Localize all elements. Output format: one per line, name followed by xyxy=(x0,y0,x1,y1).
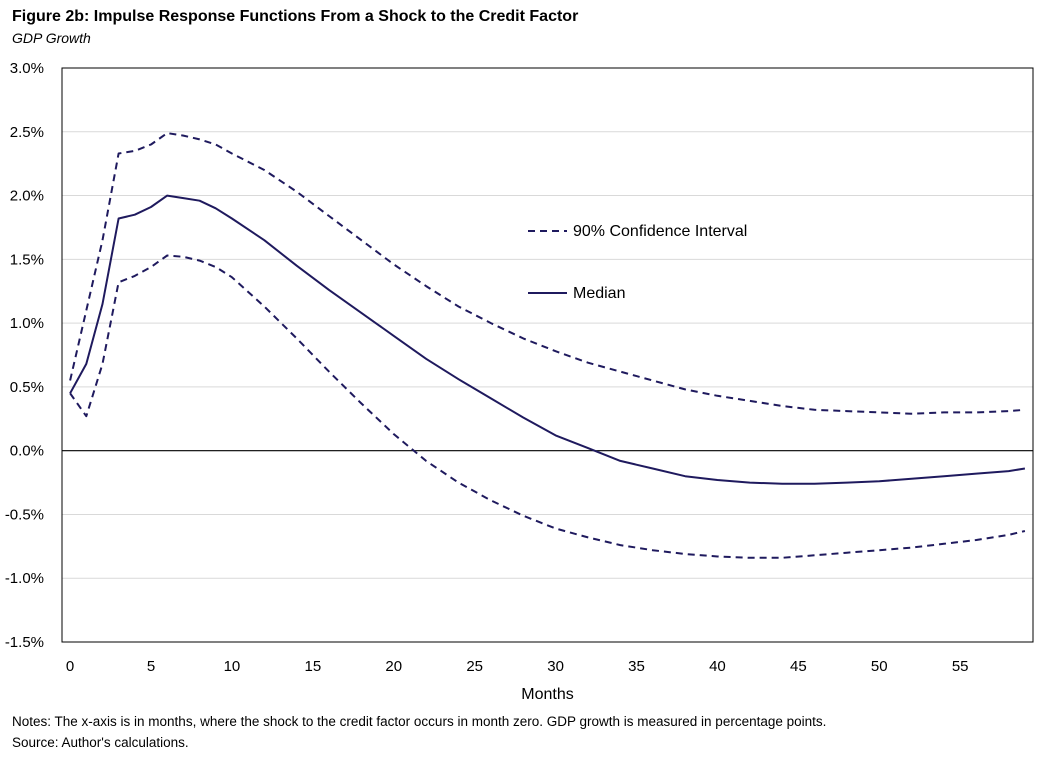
x-tick-label: 20 xyxy=(385,658,402,675)
x-tick-label: 25 xyxy=(466,658,483,675)
x-tick-label: 35 xyxy=(628,658,645,675)
y-tick-label: 2.5% xyxy=(10,124,44,141)
series-line-median xyxy=(69,194,1026,485)
chart-title: Figure 2b: Impulse Response Functions Fr… xyxy=(12,8,579,25)
chart-notes: Notes: The x-axis is in months, where th… xyxy=(12,711,826,753)
x-tick-label: 55 xyxy=(952,658,969,675)
y-tick-label: 3.0% xyxy=(10,60,44,77)
source-line: Source: Author's calculations. xyxy=(12,735,189,750)
x-axis-title: Months xyxy=(521,686,573,703)
chart-subtitle: GDP Growth xyxy=(12,30,91,46)
x-tick-label: 50 xyxy=(871,658,888,675)
x-tick-label: 40 xyxy=(709,658,726,675)
y-tick-label: 1.5% xyxy=(10,251,44,268)
y-tick-label: -0.5% xyxy=(5,506,44,523)
series-lines xyxy=(69,132,1026,559)
y-tick-label: 2.0% xyxy=(10,188,44,205)
y-tick-label: 1.0% xyxy=(10,315,44,332)
y-tick-label: 0.0% xyxy=(10,443,44,460)
series-line-confidence-interval xyxy=(69,132,1025,415)
y-tick-label: 0.5% xyxy=(10,379,44,396)
x-tick-label: 15 xyxy=(304,658,321,675)
impulse-response-chart: -1.5% -1.0% -0.5% 0.0% 0.5% 1.0% 1.5% 2.0% 2.5% 3… xyxy=(5,60,1034,703)
legend-label-median: Median xyxy=(573,285,625,302)
plot-frame xyxy=(61,67,1034,643)
x-tick-label: 45 xyxy=(790,658,807,675)
legend-label-confidence-interval: 90% Confidence Interval xyxy=(573,223,747,240)
x-tick-label: 5 xyxy=(147,658,155,675)
x-tick-label: 30 xyxy=(547,658,564,675)
series-line-confidence-interval xyxy=(69,254,1026,559)
gridlines xyxy=(62,67,1033,643)
legend: 90% Confidence Interval Median xyxy=(528,223,747,302)
x-tick-label: 0 xyxy=(66,658,74,675)
notes-line: Notes: The x-axis is in months, where th… xyxy=(12,714,827,729)
y-tick-label: -1.5% xyxy=(5,634,44,651)
y-tick-label: -1.0% xyxy=(5,570,44,587)
x-tick-label: 10 xyxy=(224,658,241,675)
x-axis-tick-labels: 0 5 10 15 20 25 30 35 40 45 50 55 xyxy=(66,658,969,675)
y-axis-tick-labels: -1.5% -1.0% -0.5% 0.0% 0.5% 1.0% 1.5% 2.0% 2.5% 3… xyxy=(5,60,44,651)
